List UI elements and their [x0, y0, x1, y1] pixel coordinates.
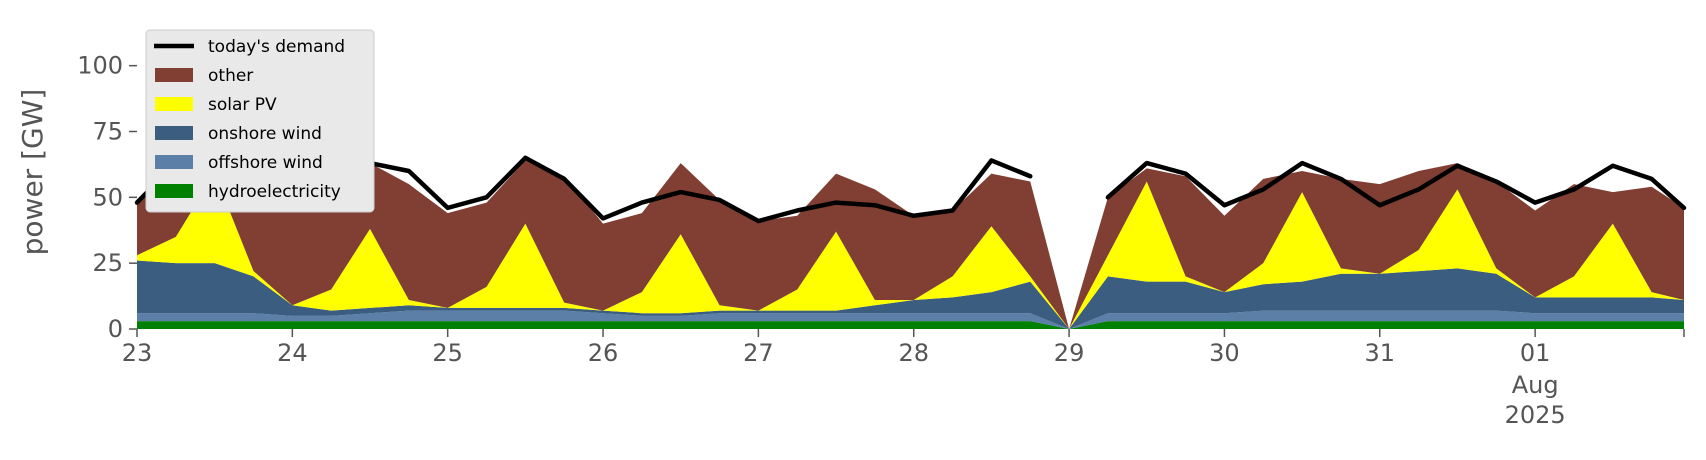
x-tick-label: 24 [277, 339, 308, 367]
x-tick-year-label: 2025 [1505, 401, 1566, 429]
legend-label-solar-pv: solar PV [208, 95, 277, 115]
legend-swatch-solar-pv [155, 97, 193, 111]
y-tick-label: 25 [92, 249, 123, 277]
x-tick-label: 23 [122, 339, 153, 367]
legend-swatch-offshore-wind [155, 155, 193, 169]
area-onshore-wind [137, 260, 1684, 329]
x-tick-label: 01 [1520, 339, 1551, 367]
y-tick-label: 50 [92, 183, 123, 211]
legend-label-hydroelectricity: hydroelectricity [208, 182, 341, 202]
y-tick-label: 75 [92, 118, 123, 146]
x-tick-label: 29 [1054, 339, 1085, 367]
x-tick-label: 26 [588, 339, 619, 367]
area-other [137, 157, 1684, 329]
y-axis-label: power [GW] [16, 89, 49, 256]
legend-swatch-other [155, 68, 193, 82]
legend-swatch-hydroelectricity [155, 184, 193, 198]
x-tick-label: 28 [898, 339, 929, 367]
legend: today's demand other solar PV onshore wind o… [145, 29, 375, 213]
y-tick-label: 100 [77, 52, 123, 80]
legend-label-today-s-demand: today's demand [208, 37, 345, 57]
legend-swatch-onshore-wind [155, 126, 193, 140]
x-tick-label: 25 [432, 339, 463, 367]
legend-label-other: other [208, 66, 253, 86]
area-series-layer [137, 157, 1684, 329]
x-tick-label: 31 [1365, 339, 1396, 367]
area-offshore-wind [137, 310, 1684, 329]
legend-box [145, 29, 375, 213]
legend-label-onshore-wind: onshore wind [208, 124, 322, 144]
legend-label-offshore-wind: offshore wind [208, 153, 323, 173]
area-hydroelectricity [137, 321, 1684, 329]
x-tick-month-label: Aug [1512, 371, 1559, 399]
x-tick-label: 27 [743, 339, 774, 367]
area-solar-pv [137, 173, 1684, 329]
x-tick-label: 30 [1209, 339, 1240, 367]
y-tick-label: 0 [108, 315, 123, 343]
